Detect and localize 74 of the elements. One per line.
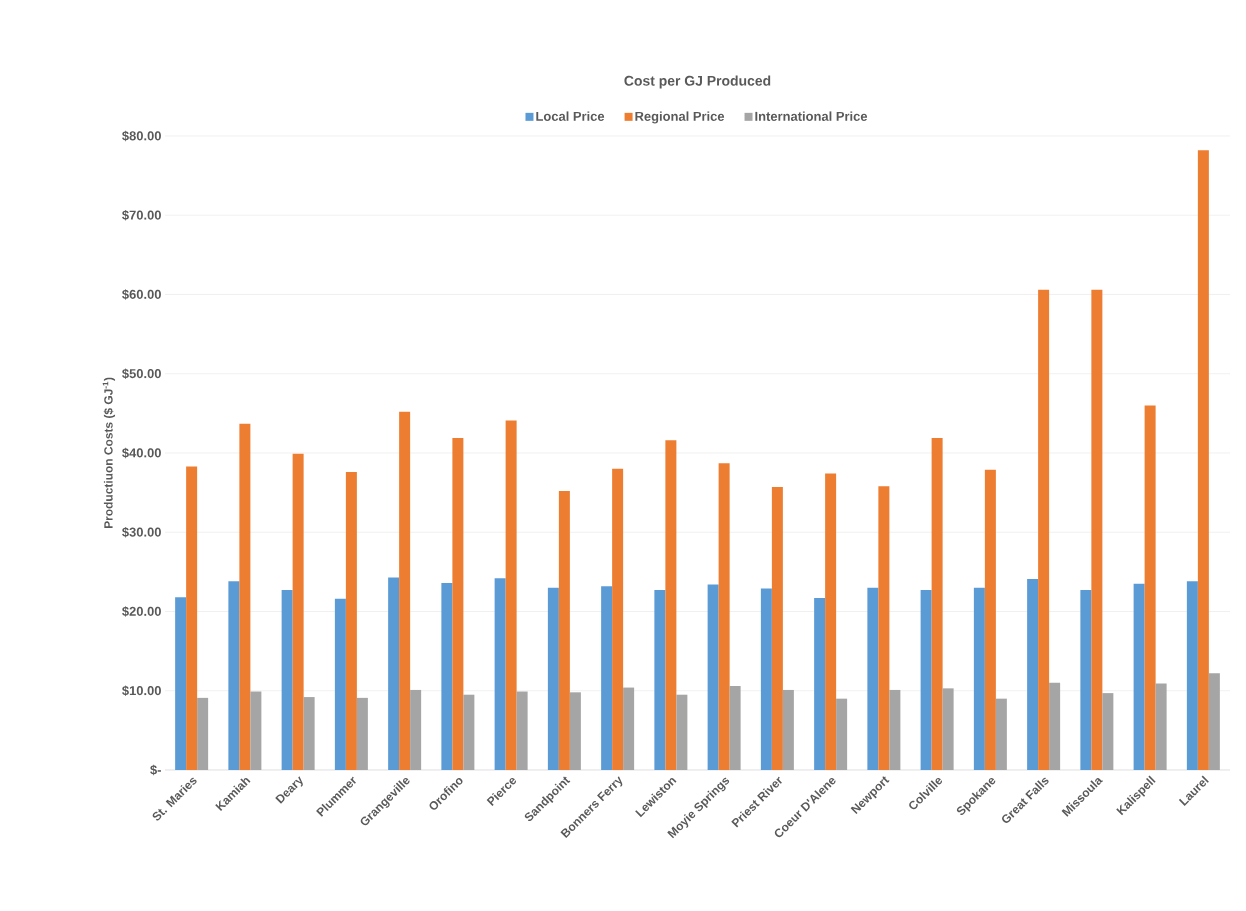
bar [984,469,996,770]
bar [345,472,357,770]
bar [334,598,346,770]
bar [601,586,613,770]
chart-title: Cost per GJ Produced [624,75,771,89]
bar [356,697,368,770]
bar [558,491,570,770]
y-tick-label: $80.00 [122,130,161,142]
y-axis-title: Productiuon Costs ($ GJ$^{-1}$) [102,377,116,529]
bar [250,691,262,770]
y-tick-label: $50.00 [122,368,161,380]
bar [1080,590,1092,770]
bar [825,473,837,770]
bar [760,588,772,770]
bar [973,587,985,770]
bar [303,697,315,770]
bar [942,688,954,770]
bar [569,692,581,770]
bar [281,590,293,770]
bar [920,590,932,770]
bar [410,689,422,770]
bar [867,587,879,770]
bar [612,468,624,770]
y-tick-label: $70.00 [122,209,161,221]
bar [239,423,251,770]
bar [388,577,400,770]
bar [718,463,730,770]
bar [1144,405,1156,770]
bar [292,453,304,770]
y-tick-label: $40.00 [122,447,161,459]
bar [878,486,890,770]
y-tick-label: $60.00 [122,289,161,300]
bar [175,597,187,770]
bar [814,598,826,770]
bar [441,582,453,770]
bar [1133,583,1145,770]
bar [1155,683,1167,770]
bar [771,487,783,770]
y-tick-label: $20.00 [122,606,161,617]
bar [516,691,528,770]
bar [463,694,475,770]
bar [676,694,688,770]
bar [654,590,666,770]
bar [399,411,411,770]
legend-label: Local Price [536,111,605,121]
bar [1091,289,1103,770]
bar [707,584,719,770]
bar [995,698,1007,770]
legend-label: Regional Price [635,111,725,124]
bar [1208,673,1220,770]
bar [836,698,848,770]
bar [889,689,901,770]
bar [1038,289,1050,770]
bar [1186,581,1198,770]
bar [1049,682,1061,770]
bar [452,437,464,770]
y-tick-label: $10.00 [122,685,161,697]
bar [729,685,741,770]
bar [197,697,209,770]
y-tick-label: $- [150,764,161,776]
bar [1027,578,1039,770]
bar [782,689,794,770]
bar [665,440,677,770]
bar [494,578,506,770]
bar [547,587,559,770]
bar [1197,150,1209,770]
bar [228,581,240,770]
y-tick-label: $30.00 [122,526,161,538]
bar [186,466,198,770]
bar [1102,693,1114,770]
bar [623,687,635,770]
bar [931,437,943,770]
legend-label: International Price [755,111,868,121]
bar [505,420,517,770]
